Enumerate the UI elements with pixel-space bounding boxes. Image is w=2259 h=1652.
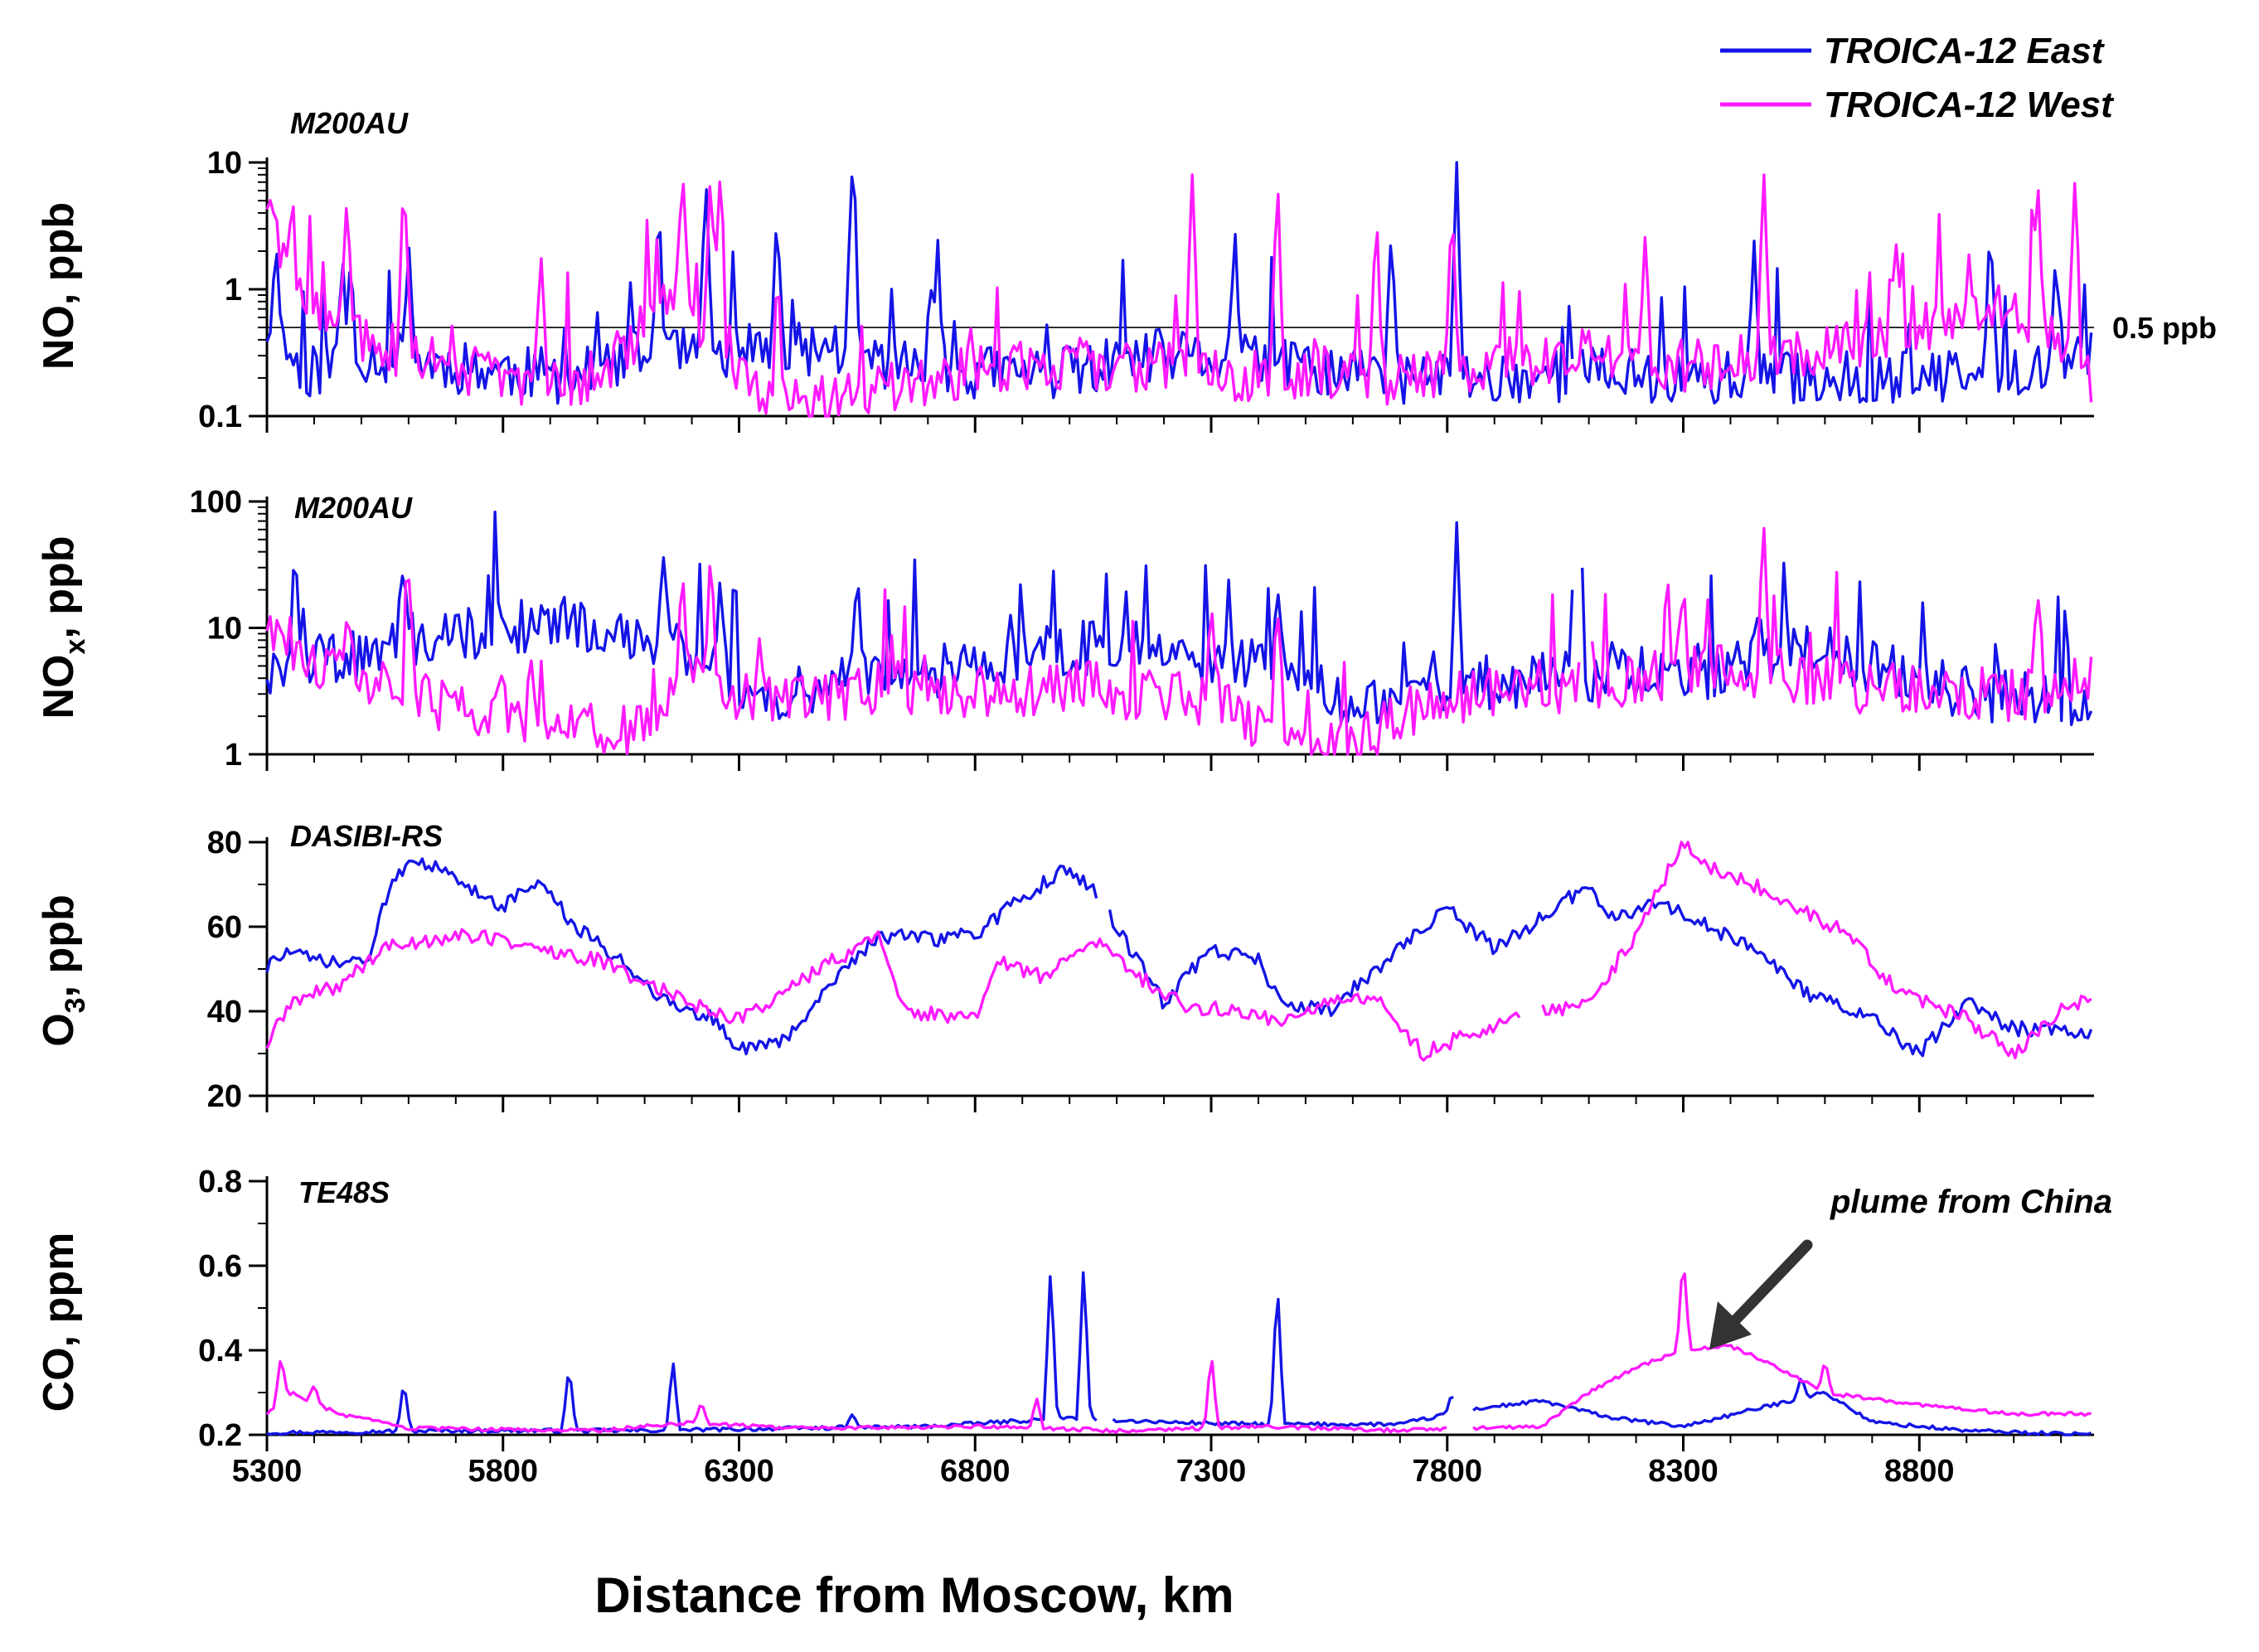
y-tick-label: 60	[207, 910, 242, 945]
series-line-east	[265, 857, 2093, 1058]
y-tick-label: 10	[207, 146, 242, 181]
y-tick-label: 1	[225, 273, 242, 308]
panel-co-ylabel: CO, ppm	[35, 1233, 83, 1412]
x-tick-label: 6300	[704, 1454, 774, 1489]
legend-west-label: TROICA-12 West	[1824, 85, 2115, 125]
x-tick-label: 8800	[1884, 1454, 1955, 1489]
y-tick-label: 80	[207, 826, 242, 860]
x-tick-label: 7800	[1412, 1454, 1482, 1489]
y-tick-label: 0.4	[198, 1334, 242, 1369]
y-tick-label: 0.6	[198, 1249, 242, 1284]
panel-nox-ylabel: NOx, ppb	[35, 535, 91, 719]
plume-annotation-label: plume from China	[1830, 1184, 2112, 1220]
panel-no-instrument: M200AU	[290, 106, 409, 140]
y-tick-label: 20	[207, 1079, 242, 1114]
x-tick-label: 7300	[1176, 1454, 1247, 1489]
y-tick-label: 0.8	[198, 1165, 242, 1199]
legend-east-label: TROICA-12 East	[1824, 31, 2106, 71]
series-line-west	[265, 526, 2093, 756]
panel-o3: DASIBI-RS O3, ppb 20 40 60 80	[35, 819, 2094, 1114]
x-tick-label: 6800	[940, 1454, 1011, 1489]
y-tick-label: 1	[225, 738, 242, 773]
plume-arrow-icon	[1709, 1239, 1813, 1349]
reference-line-label: 0.5 ppb	[2112, 311, 2217, 345]
x-tick-label: 8300	[1648, 1454, 1718, 1489]
panel-o3-instrument: DASIBI-RS	[290, 819, 443, 853]
y-tick-label: 0.1	[198, 400, 242, 434]
legend: TROICA-12 East TROICA-12 West	[1720, 31, 2115, 125]
y-tick-label: 0.2	[198, 1418, 242, 1453]
x-axis-title: Distance from Moscow, km	[594, 1567, 1234, 1623]
panel-co: TE48S CO, ppm 0.2 0.4 0.6 0.8 plume from Ch…	[35, 1165, 2112, 1453]
y-tick-label: 100	[190, 485, 242, 520]
y-tick-label: 10	[207, 612, 242, 647]
series-line-east	[266, 1271, 2092, 1436]
x-tick-label: 5300	[232, 1454, 303, 1489]
y-tick-label: 40	[207, 995, 242, 1029]
panel-nox: M200AU NOx, ppb 1 10 100	[35, 485, 2094, 773]
panel-co-instrument: TE48S	[298, 1175, 390, 1209]
panel-no-ylabel: NO, ppb	[35, 202, 83, 370]
panel-no: M200AU NO, ppb 0.1 1 10 0.5 ppb	[35, 106, 2217, 434]
series-line-west	[265, 173, 2093, 418]
panel-o3-ylabel: O3, ppb	[35, 894, 91, 1047]
series-line-west	[265, 841, 2092, 1062]
series-line-west	[265, 1272, 2092, 1434]
x-tick-label: 5800	[468, 1454, 538, 1489]
x-axis-tick-labels: 5300 5800 6300 6800 7300 7800 8300 8800	[232, 1454, 1955, 1489]
panel-nox-instrument: M200AU	[294, 491, 413, 525]
